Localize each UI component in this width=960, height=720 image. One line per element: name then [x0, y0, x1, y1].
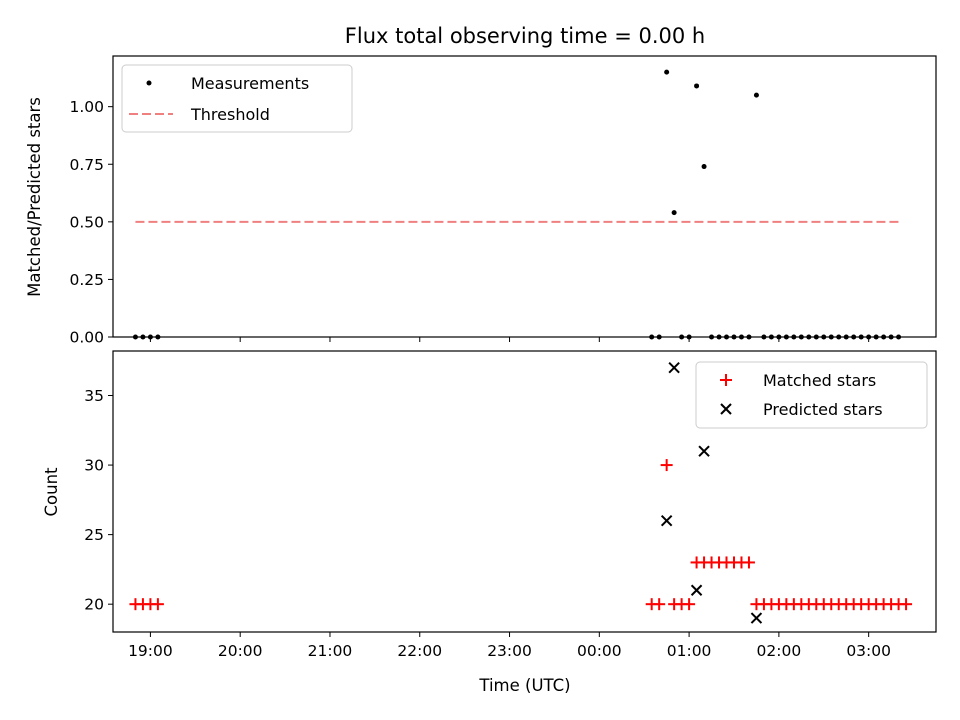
bottom-marks [129, 361, 913, 624]
top-ytick-label: 0.50 [69, 213, 104, 231]
measurement-point [776, 334, 782, 340]
top-y-axis-label: Matched/Predicted stars [25, 97, 44, 297]
measurement-point [679, 334, 685, 340]
measurement-point [155, 334, 161, 340]
predicted-star-point [698, 445, 710, 457]
measurement-point [649, 334, 655, 340]
measurement-point [828, 334, 834, 340]
bottom-xtick-label: 21:00 [308, 642, 353, 660]
legend-matched-label: Matched stars [763, 371, 876, 390]
bottom-legend-box [695, 361, 928, 429]
legend-predicted-marker [720, 403, 732, 415]
bottom-x-axis-label: Time (UTC) [478, 676, 570, 695]
measurement-point [694, 83, 700, 89]
matched-star-point [660, 459, 673, 472]
measurement-point [806, 334, 812, 340]
matched-star-point [653, 598, 666, 611]
measurement-point [738, 334, 744, 340]
predicted-star-point [660, 515, 673, 527]
bottom-xtick-label: 23:00 [487, 642, 532, 660]
measurement-point [709, 334, 715, 340]
legend-measurements-marker [146, 80, 152, 86]
measurement-point [724, 334, 730, 340]
matched-star-point [683, 598, 696, 611]
measurement-point [813, 334, 819, 340]
measurement-point [836, 334, 842, 340]
bottom-xtick-label: 19:00 [128, 642, 173, 660]
bottom-xtick-label: 22:00 [397, 642, 442, 660]
legend-matched-marker [720, 374, 732, 386]
top-x-ticks [149, 337, 870, 342]
bottom-xtick-label: 02:00 [757, 642, 802, 660]
top-ytick-label: 0.25 [69, 271, 104, 289]
top-marks [132, 69, 902, 340]
bottom-ytick-label: 30 [84, 457, 104, 475]
legend-threshold-label: Threshold [190, 105, 270, 124]
predicted-star-point [690, 584, 703, 596]
measurement-point [746, 334, 752, 340]
measurement-point [686, 334, 692, 340]
measurement-point [132, 334, 138, 340]
measurement-point [731, 334, 737, 340]
legend-predicted-label: Predicted stars [763, 400, 883, 419]
measurement-point [753, 92, 759, 98]
measurement-point [873, 334, 879, 340]
measurement-point [716, 334, 722, 340]
measurement-point [701, 164, 707, 170]
predicted-star-point [750, 612, 763, 624]
top-y-ticks: 0.00 0.25 0.50 0.75 1.00 [69, 98, 113, 347]
measurement-point [881, 334, 887, 340]
top-legend: Measurements Threshold [121, 64, 353, 133]
bottom-y-ticks: 20 25 30 35 [84, 387, 113, 614]
matched-star-point [151, 598, 164, 611]
bottom-xtick-label: 20:00 [218, 642, 263, 660]
top-panel: Flux total observing time = 0.00 h Match… [25, 24, 937, 347]
bottom-panel: Count Time (UTC) 20 25 30 35 19:00 20:00 21:0… [42, 350, 937, 695]
measurement-point [858, 334, 864, 340]
measurement-point [140, 334, 146, 340]
top-ytick-label: 0.00 [69, 329, 104, 347]
measurement-point [147, 334, 153, 340]
measurement-point [798, 334, 804, 340]
measurement-point [896, 334, 902, 340]
top-ytick-label: 1.00 [69, 98, 104, 116]
measurement-point [821, 334, 827, 340]
bottom-xtick-label: 01:00 [667, 642, 712, 660]
measurement-point [791, 334, 797, 340]
measurement-point [888, 334, 894, 340]
matched-star-point [900, 598, 913, 611]
measurement-point [768, 334, 774, 340]
predicted-star-point [668, 361, 680, 374]
matched-star-point [742, 556, 755, 569]
measurement-point [851, 334, 857, 340]
top-ytick-label: 0.75 [69, 156, 104, 174]
measurement-point [843, 334, 849, 340]
top-legend-box [121, 64, 353, 133]
top-chart-title: Flux total observing time = 0.00 h [345, 24, 705, 48]
measurement-point [664, 69, 670, 75]
measurement-point [866, 334, 872, 340]
bottom-y-axis-label: Count [42, 467, 61, 517]
measurement-point [671, 210, 677, 216]
bottom-legend: Matched stars Predicted stars [695, 361, 928, 429]
bottom-ytick-label: 20 [84, 596, 104, 614]
bottom-xtick-label: 00:00 [577, 642, 622, 660]
bottom-ytick-label: 25 [84, 526, 104, 544]
measurement-point [783, 334, 789, 340]
measurement-point [656, 334, 662, 340]
bottom-ytick-label: 35 [84, 387, 104, 405]
bottom-x-ticks: 19:00 20:00 21:00 22:00 23:00 00:00 01:00 02:00… [128, 632, 891, 660]
measurement-point [761, 334, 767, 340]
legend-measurements-label: Measurements [191, 74, 309, 93]
bottom-xtick-label: 03:00 [846, 642, 891, 660]
